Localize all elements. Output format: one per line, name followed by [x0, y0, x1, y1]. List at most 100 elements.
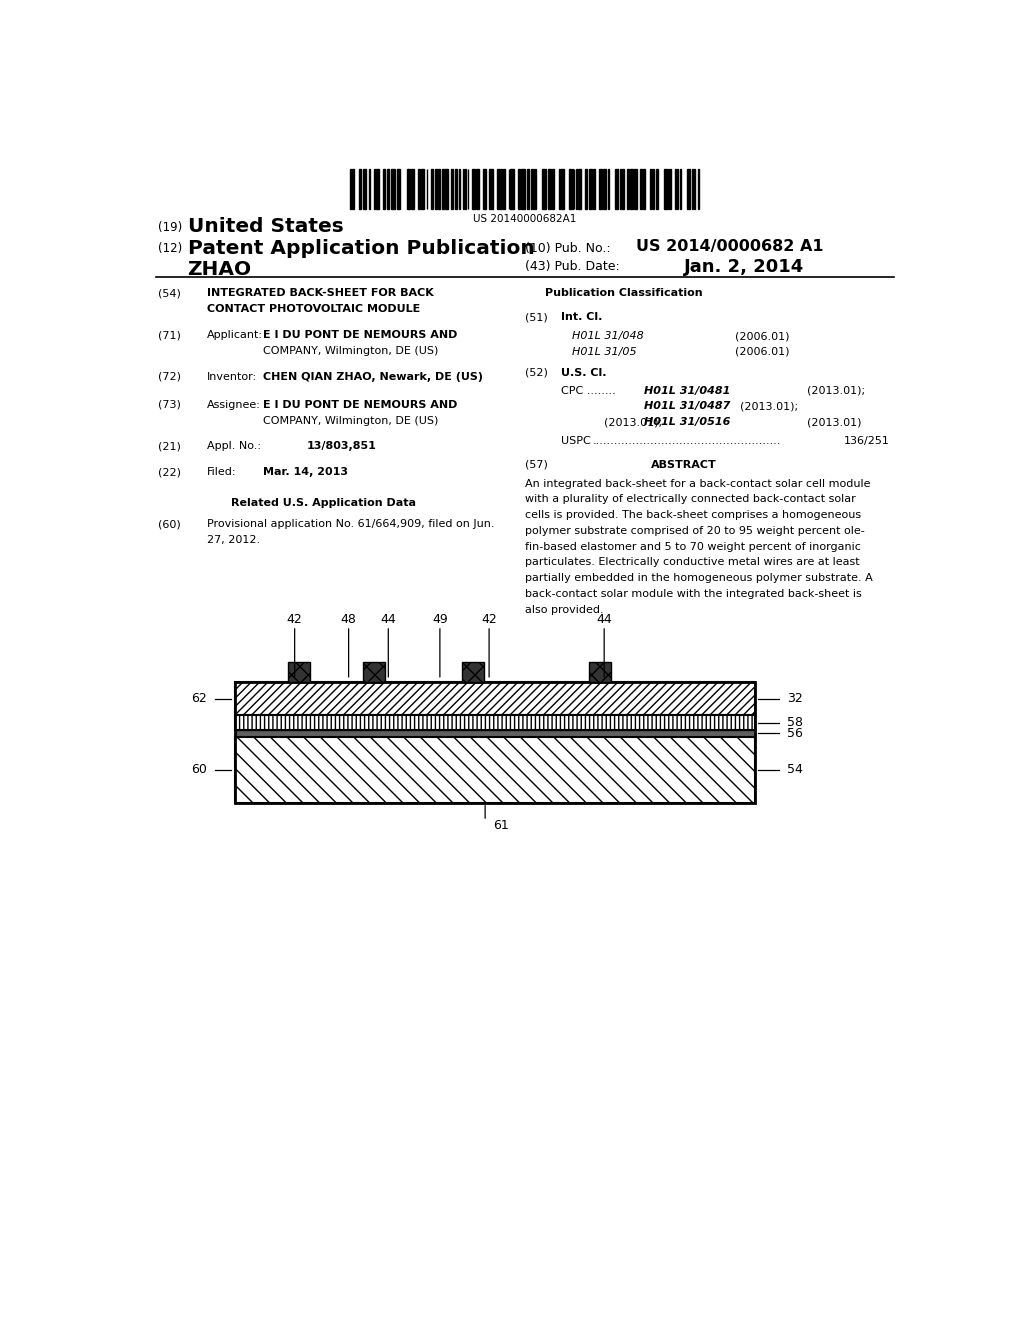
Bar [589, 661, 611, 682]
Bar [569, 169, 571, 210]
Bar [548, 169, 551, 210]
Text: 60: 60 [191, 763, 207, 776]
Text: Filed:: Filed: [207, 467, 237, 478]
Bar [622, 169, 625, 210]
Bar [589, 169, 592, 210]
Text: with a plurality of electrically connected back-contact solar: with a plurality of electrically connect… [524, 494, 855, 504]
Bar [418, 169, 420, 210]
Text: Provisional application No. 61/664,909, filed on Jun.: Provisional application No. 61/664,909, … [207, 519, 495, 529]
Bar [652, 169, 654, 210]
Text: (51): (51) [524, 313, 548, 322]
Bar [398, 169, 400, 210]
Text: ....................................................: ........................................… [592, 436, 780, 446]
Bar [650, 169, 651, 210]
Bar [518, 169, 520, 210]
Text: COMPANY, Wilmington, DE (US): COMPANY, Wilmington, DE (US) [263, 416, 438, 425]
Text: H01L 31/05: H01L 31/05 [572, 347, 637, 356]
Bar [498, 169, 499, 210]
Text: 48: 48 [341, 612, 356, 626]
Text: COMPANY, Wilmington, DE (US): COMPANY, Wilmington, DE (US) [263, 346, 438, 356]
Text: fin-based elastomer and 5 to 70 weight percent of inorganic: fin-based elastomer and 5 to 70 weight p… [524, 541, 861, 552]
Text: 62: 62 [191, 692, 207, 705]
Text: Jan. 2, 2014: Jan. 2, 2014 [684, 257, 804, 276]
Text: 42: 42 [481, 612, 497, 626]
Bar [599, 169, 601, 210]
Bar [603, 169, 606, 210]
Text: H01L 31/0487: H01L 31/0487 [644, 401, 730, 412]
Text: US 20140000682A1: US 20140000682A1 [473, 214, 577, 224]
Text: 61: 61 [494, 818, 509, 832]
Bar [451, 169, 454, 210]
Text: (2013.01);: (2013.01); [807, 385, 864, 396]
Text: ABSTRACT: ABSTRACT [650, 459, 717, 470]
Bar [687, 169, 690, 210]
Text: CONTACT PHOTOVOLTAIC MODULE: CONTACT PHOTOVOLTAIC MODULE [207, 304, 421, 314]
Bar [614, 169, 617, 210]
Bar [628, 169, 629, 210]
Bar [362, 661, 385, 682]
Text: (2013.01): (2013.01) [807, 417, 861, 428]
Text: Inventor:: Inventor: [207, 372, 257, 381]
Bar [634, 169, 637, 210]
Text: United States: United States [187, 218, 343, 236]
Text: (60): (60) [158, 519, 181, 529]
Text: 58: 58 [786, 715, 803, 729]
Text: 136/251: 136/251 [844, 436, 890, 446]
Text: E I DU PONT DE NEMOURS AND: E I DU PONT DE NEMOURS AND [263, 330, 458, 341]
Text: Int. Cl.: Int. Cl. [560, 313, 602, 322]
Bar [521, 169, 524, 210]
Bar [473, 169, 475, 210]
Text: (72): (72) [158, 372, 181, 381]
Text: USPC: USPC [560, 436, 590, 446]
Bar [664, 169, 667, 210]
Text: CPC ........: CPC ........ [560, 385, 615, 396]
Text: U.S. Cl.: U.S. Cl. [560, 368, 606, 378]
Bar [455, 169, 458, 210]
Text: (73): (73) [158, 400, 181, 409]
Bar [351, 169, 354, 210]
Text: Patent Application Publication: Patent Application Publication [187, 239, 535, 257]
Bar [680, 169, 681, 210]
Bar [236, 682, 755, 715]
Text: (19): (19) [158, 222, 182, 235]
Bar [503, 169, 505, 210]
Text: CHEN QIAN ZHAO, Newark, DE (US): CHEN QIAN ZHAO, Newark, DE (US) [263, 372, 483, 381]
Text: 54: 54 [786, 763, 803, 776]
Bar [362, 169, 367, 210]
Bar [593, 169, 595, 210]
Text: H01L 31/048: H01L 31/048 [572, 331, 644, 341]
Text: 44: 44 [596, 612, 612, 626]
Text: (2006.01): (2006.01) [735, 347, 790, 356]
Text: 44: 44 [381, 612, 396, 626]
Text: (22): (22) [158, 467, 181, 478]
Text: also provided.: also provided. [524, 605, 603, 615]
Text: 27, 2012.: 27, 2012. [207, 535, 260, 545]
Text: 56: 56 [786, 727, 803, 739]
Bar [383, 169, 385, 210]
Bar [435, 169, 436, 210]
Bar [640, 169, 642, 210]
Text: (71): (71) [158, 330, 181, 341]
Text: Assignee:: Assignee: [207, 400, 261, 409]
Text: E I DU PONT DE NEMOURS AND: E I DU PONT DE NEMOURS AND [263, 400, 458, 409]
Bar [411, 169, 415, 210]
Text: particulates. Electrically conductive metal wires are at least: particulates. Electrically conductive me… [524, 557, 859, 568]
Bar [421, 169, 424, 210]
Text: (43) Pub. Date:: (43) Pub. Date: [524, 260, 620, 273]
Bar [431, 169, 433, 210]
Text: H01L 31/0516: H01L 31/0516 [644, 417, 730, 428]
Text: 42: 42 [287, 612, 302, 626]
Bar [236, 682, 755, 803]
Bar [377, 169, 379, 210]
Bar [630, 169, 633, 210]
Bar [511, 169, 514, 210]
Text: INTEGRATED BACK-SHEET FOR BACK: INTEGRATED BACK-SHEET FOR BACK [207, 289, 434, 298]
Text: An integrated back-sheet for a back-contact solar cell module: An integrated back-sheet for a back-cont… [524, 479, 870, 488]
Bar [580, 169, 581, 210]
Text: Applicant:: Applicant: [207, 330, 263, 341]
Bar [500, 169, 502, 210]
Text: H01L 31/0481: H01L 31/0481 [644, 385, 730, 396]
Bar [476, 169, 478, 210]
Text: Mar. 14, 2013: Mar. 14, 2013 [263, 467, 348, 478]
Bar [607, 169, 609, 210]
